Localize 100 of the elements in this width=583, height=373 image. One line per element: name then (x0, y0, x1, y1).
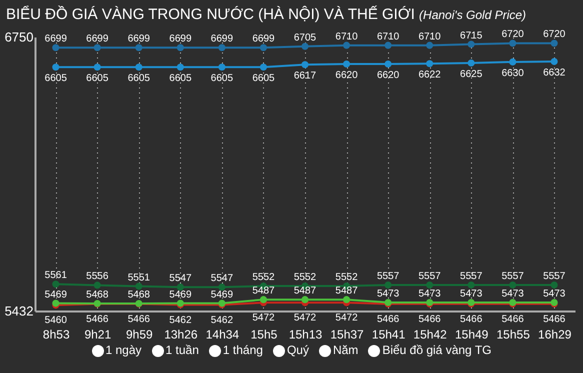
data-label: 5466 (460, 314, 483, 325)
point (135, 282, 142, 290)
point (301, 42, 309, 50)
point (468, 59, 475, 67)
point (52, 44, 60, 52)
x-tick-label: 16h29 (538, 328, 572, 342)
data-label: 6715 (460, 30, 483, 42)
x-tick-label: 15h5 (250, 328, 278, 342)
x-tick-label: 13h26 (164, 328, 198, 342)
point (52, 280, 60, 288)
x-tick-label: 15h41 (372, 328, 406, 342)
data-label: 6605 (44, 73, 68, 84)
data-label: 5473 (460, 288, 483, 300)
point (94, 64, 101, 71)
data-label: 6705 (294, 32, 317, 44)
data-label: 5547 (210, 273, 234, 284)
data-label: 5472 (335, 312, 358, 324)
data-label: 6605 (252, 73, 276, 84)
point (260, 44, 267, 52)
data-label: 5552 (252, 272, 276, 284)
data-label: 5487 (294, 286, 317, 297)
chart-title: BIỂU ĐỒ GIÁ VÀNG TRONG NƯỚC (HÀ NỘI) VÀ THẾ GIỚI (6, 6, 415, 23)
point (218, 284, 226, 291)
data-label: 5468 (128, 290, 150, 301)
data-label: 6710 (418, 31, 442, 42)
data-label: 5556 (86, 271, 109, 282)
point (218, 44, 226, 52)
x-tick-label: 15h13 (288, 328, 323, 342)
x-tick-label: 9h59 (126, 328, 154, 342)
text: 1 tháng (222, 343, 263, 357)
data-label: 5552 (294, 272, 317, 284)
data-label: 5468 (86, 290, 109, 301)
x-tick-label: 9h21 (84, 328, 112, 342)
data-label: 5561 (44, 270, 68, 282)
point (426, 60, 434, 68)
data-label: 5469 (44, 289, 68, 300)
data-label: 5557 (460, 271, 483, 282)
point (550, 40, 558, 47)
x-tick-label: 15h37 (330, 328, 364, 342)
data-label: 6632 (543, 68, 566, 79)
chart-subtitle: (Hanoi's Gold Price) (419, 8, 526, 22)
point (176, 44, 184, 52)
data-label: 6622 (418, 70, 442, 81)
data-label: 5557 (502, 271, 524, 282)
data-label: 6605 (86, 73, 109, 84)
data-label: 5466 (376, 314, 400, 325)
point (218, 64, 226, 71)
point (176, 64, 184, 71)
x-tick-label: 14h34 (206, 328, 240, 342)
data-label: 5469 (210, 289, 234, 300)
point (550, 281, 558, 289)
data-label: 6605 (210, 73, 234, 84)
text: 1 tuần (166, 343, 199, 357)
data-label: 6699 (252, 34, 276, 45)
data-label: 6617 (294, 70, 317, 82)
data-label: 5557 (543, 271, 566, 282)
y-tick-label: 5432 (4, 304, 34, 318)
data-label: 6699 (86, 34, 109, 45)
point (301, 61, 309, 68)
text: 1 ngày (106, 343, 142, 357)
point (343, 296, 350, 304)
data-label: 6620 (376, 70, 400, 82)
x-tick-label: 15h49 (454, 328, 489, 342)
data-label: 6699 (128, 34, 150, 45)
point (176, 284, 184, 291)
data-label: 5466 (543, 314, 566, 325)
point (343, 42, 350, 49)
data-label: 5557 (376, 271, 400, 282)
data-label: 6605 (128, 73, 150, 84)
point (468, 281, 475, 289)
data-label: 6620 (335, 70, 358, 82)
data-label: 6630 (502, 68, 524, 79)
y-tick-label: 6750 (4, 30, 34, 44)
x-tick-label: 15h55 (496, 328, 530, 342)
point (260, 296, 267, 304)
point (550, 58, 558, 66)
data-label: 5552 (335, 272, 358, 284)
data-label: 5557 (418, 271, 442, 282)
text: Quý (286, 343, 309, 357)
data-label: 5551 (128, 272, 150, 284)
data-label: 6605 (169, 73, 192, 84)
point (135, 64, 142, 71)
point (52, 64, 60, 71)
data-label: 5547 (169, 273, 192, 284)
point (509, 281, 516, 289)
data-label: 5487 (335, 286, 358, 297)
data-label: 5460 (44, 315, 68, 326)
point (509, 40, 516, 47)
point (94, 282, 101, 289)
data-label: 5472 (294, 312, 317, 324)
point (384, 42, 392, 49)
point (384, 60, 392, 68)
point (426, 42, 434, 49)
point (301, 296, 309, 304)
data-label: 5473 (502, 288, 524, 300)
point (384, 281, 392, 289)
data-label: 6699 (44, 34, 68, 45)
data-label: 6720 (543, 29, 566, 40)
data-label: 5466 (502, 314, 524, 325)
data-label: 6625 (460, 68, 483, 80)
